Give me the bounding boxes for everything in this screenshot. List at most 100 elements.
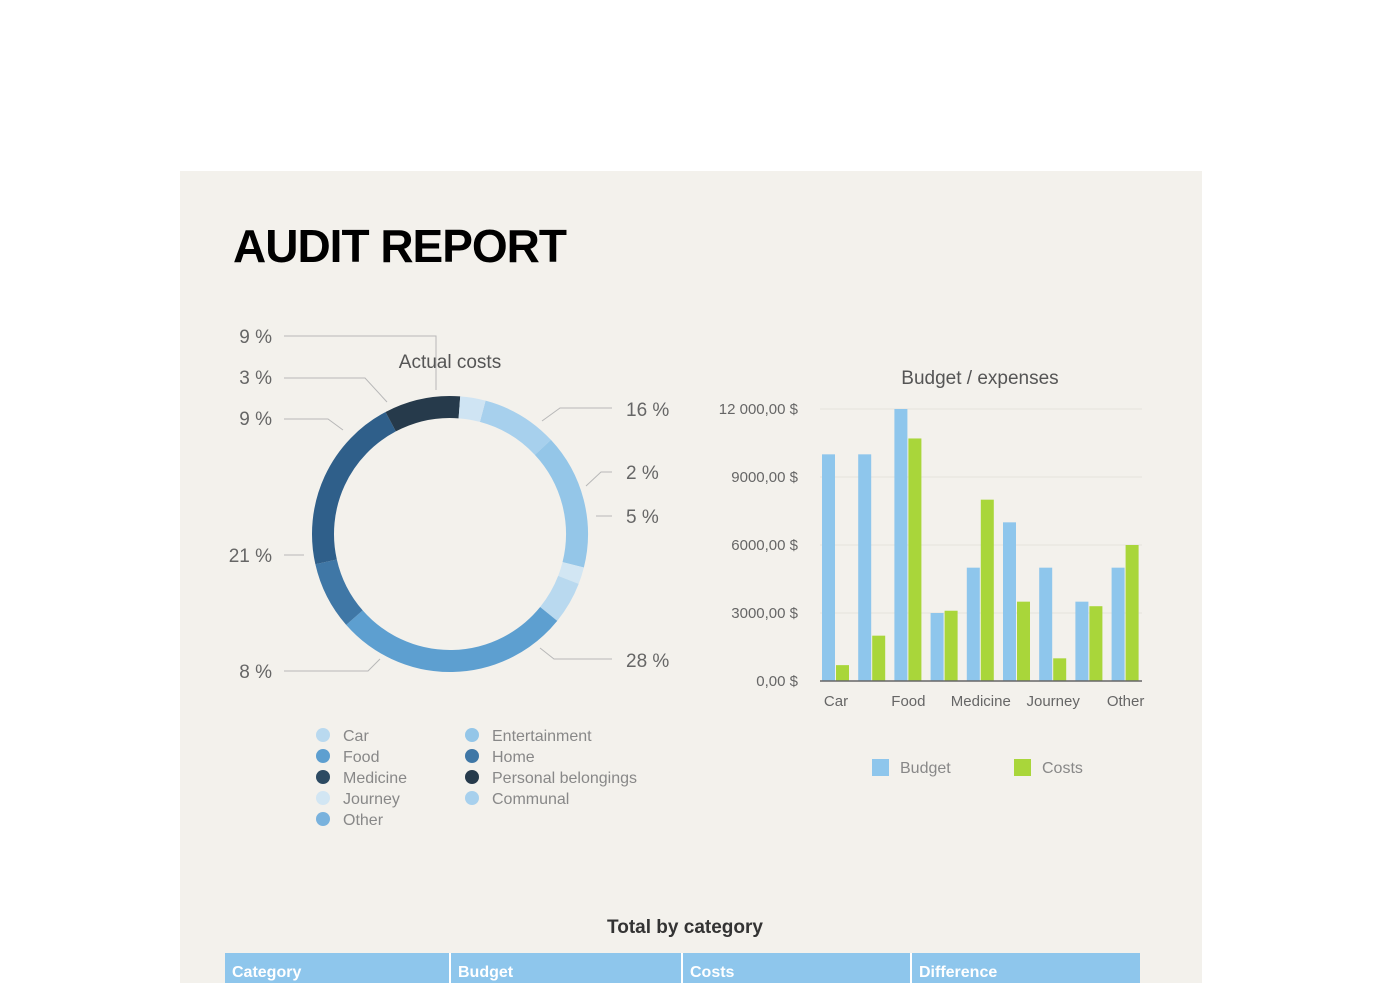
legend-item-journey: Journey xyxy=(316,791,400,808)
bar-budget xyxy=(930,613,944,681)
donut-leader-lines xyxy=(284,335,612,672)
bar-budget xyxy=(1003,522,1016,681)
legend-item-communal: Communal xyxy=(465,791,569,808)
donut-label-21: 21 % xyxy=(229,546,272,567)
bar-x-tick-label: Car xyxy=(824,693,848,710)
legend-label-food: Food xyxy=(343,749,379,766)
bar-costs xyxy=(908,438,922,681)
bar-legend-swatch-costs xyxy=(1014,759,1031,776)
bar-budget xyxy=(894,409,908,681)
bar-legend-label-costs: Costs xyxy=(1042,760,1083,777)
donut-slice xyxy=(458,396,486,422)
bar-x-tick-label: Medicine xyxy=(951,693,1011,710)
leader-line-16 xyxy=(541,407,612,422)
bar-costs xyxy=(1089,606,1103,681)
legend-item-food: Food xyxy=(316,749,379,766)
bar-x-tick-labels: Car Food Medicine Journey Other xyxy=(824,693,1144,710)
table-header-category: Category xyxy=(232,964,301,981)
legend-item-car: Car xyxy=(316,728,369,745)
donut-slice xyxy=(539,575,579,621)
bar-y-tick-labels: 0,00 $ 3000,00 $ 6000,00 $ 9000,00 $ 12 000,… xyxy=(719,401,799,690)
legend-dot-other xyxy=(316,812,330,826)
donut-slice xyxy=(479,400,551,456)
legend-dot-medicine xyxy=(316,770,330,784)
bar-y-tick-label: 3000,00 $ xyxy=(731,605,798,622)
bar-budget xyxy=(858,454,872,681)
donut-label-2: 2 % xyxy=(626,463,659,484)
donut-slice xyxy=(312,411,397,565)
leader-line-9b xyxy=(284,418,344,431)
bar-y-tick-label: 0,00 $ xyxy=(756,673,798,690)
bar-legend-label-budget: Budget xyxy=(900,760,951,777)
donut-label-9a: 9 % xyxy=(239,327,272,348)
donut-slice xyxy=(385,396,461,432)
bar-budget xyxy=(1075,601,1089,681)
bar-costs xyxy=(872,635,886,681)
legend-item-personal-belongings: Personal belongings xyxy=(465,770,637,787)
donut-chart: Actual costs 9 % 3 % 9 % 21 % 8 % 16 % 2 xyxy=(229,327,670,683)
bar-legend: Budget Costs xyxy=(872,759,1083,777)
donut-label-16: 16 % xyxy=(626,400,669,421)
bar-costs xyxy=(980,499,994,681)
bar-chart-title: Budget / expenses xyxy=(901,368,1058,389)
legend-dot-personal-belongings xyxy=(465,770,479,784)
donut-label-3: 3 % xyxy=(239,368,272,389)
bar-x-tick-label: Food xyxy=(891,693,925,710)
report-panel: AUDIT REPORT Actual costs 9 % 3 % 9 % xyxy=(180,171,1202,983)
legend-label-car: Car xyxy=(343,728,369,745)
bar-costs xyxy=(1017,601,1030,681)
bar-y-tick-label: 9000,00 $ xyxy=(731,469,798,486)
donut-label-8: 8 % xyxy=(239,662,272,683)
donut-slice xyxy=(315,559,363,625)
leader-line-28 xyxy=(539,647,612,660)
bar-costs xyxy=(944,610,958,681)
bar-bars xyxy=(822,409,1139,681)
report-graphics: Actual costs 9 % 3 % 9 % 21 % 8 % 16 % 2 xyxy=(225,327,1145,983)
report-title: AUDIT REPORT xyxy=(233,220,567,272)
donut-label-28: 28 % xyxy=(626,651,669,672)
donut-arcs xyxy=(312,396,588,672)
bar-costs xyxy=(836,665,849,681)
legend-dot-journey xyxy=(316,791,330,805)
legend-label-communal: Communal xyxy=(492,791,569,808)
legend-label-personal-belongings: Personal belongings xyxy=(492,770,637,787)
bar-x-tick-label: Other xyxy=(1107,693,1145,710)
legend-dot-car xyxy=(316,728,330,742)
bar-y-tick-label: 6000,00 $ xyxy=(731,537,798,554)
bar-budget xyxy=(966,567,980,681)
table-title: Total by category xyxy=(607,917,763,938)
legend-label-medicine: Medicine xyxy=(343,770,407,787)
legend-dot-entertainment xyxy=(465,728,479,742)
legend-dot-communal xyxy=(465,791,479,805)
bar-costs xyxy=(1053,658,1067,681)
bar-budget xyxy=(1111,567,1125,681)
table-header-budget: Budget xyxy=(458,964,514,981)
legend-dot-food xyxy=(316,749,330,763)
bar-y-tick-label: 12 000,00 $ xyxy=(719,401,799,418)
leader-line-9a xyxy=(284,335,437,390)
donut-legend: Car Food Medicine Journey Other Entertai… xyxy=(316,728,637,829)
legend-dot-home xyxy=(465,749,479,763)
leader-line-8 xyxy=(284,658,381,672)
bar-budget xyxy=(822,454,835,681)
legend-label-home: Home xyxy=(492,749,535,766)
legend-label-entertainment: Entertainment xyxy=(492,728,592,745)
bar-budget xyxy=(1039,567,1053,681)
legend-label-journey: Journey xyxy=(343,791,400,808)
bar-chart: Budget / expenses 0,00 $ 3000,00 $ 6000,00… xyxy=(719,368,1145,710)
table-header-costs: Costs xyxy=(690,964,735,981)
donut-title: Actual costs xyxy=(399,352,501,373)
category-table: Total by category Category Budget Costs … xyxy=(225,917,1140,983)
bar-legend-item-costs: Costs xyxy=(1014,759,1083,777)
bar-legend-item-budget: Budget xyxy=(872,759,951,777)
leader-line-3 xyxy=(284,377,388,403)
donut-slice xyxy=(346,606,558,672)
donut-slice xyxy=(534,439,588,568)
legend-item-entertainment: Entertainment xyxy=(465,728,592,745)
donut-label-5: 5 % xyxy=(626,507,659,528)
bar-x-tick-label: Journey xyxy=(1027,693,1081,710)
bar-legend-swatch-budget xyxy=(872,759,889,776)
table-header-difference: Difference xyxy=(919,964,997,981)
leader-line-2 xyxy=(585,471,612,487)
donut-label-9b: 9 % xyxy=(239,409,272,430)
